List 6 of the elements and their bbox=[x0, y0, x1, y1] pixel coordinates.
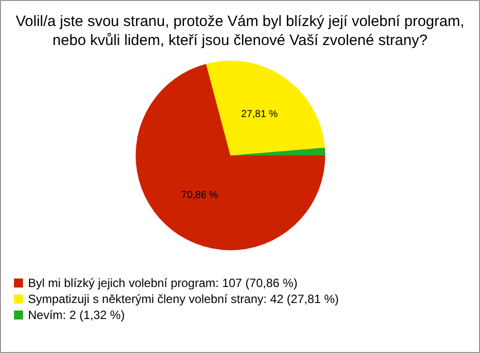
legend-label: Nevím: 2 (1,32 %) bbox=[28, 308, 125, 322]
data-label: 70,86 % bbox=[181, 190, 218, 201]
chart-title: Volil/a jste svou stranu, protože Vám byl blízký její volební program, nebo kvůli lidem, kteří jsou členové Vaší zvolené strany? bbox=[16, 13, 464, 49]
legend-label: Sympatizuji s některými členy volební strany: 42 (27,81 %) bbox=[28, 292, 339, 306]
legend-label: Byl mi blízký jejich volební program: 107 (70,86 %) bbox=[28, 276, 298, 290]
data-label: 27,81 % bbox=[241, 108, 278, 120]
